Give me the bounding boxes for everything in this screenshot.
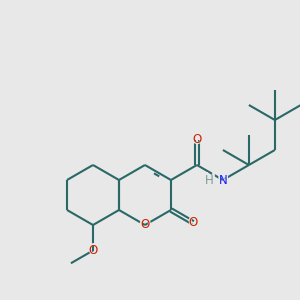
Text: H: H [203,172,215,188]
Text: O: O [88,244,98,257]
Text: H: H [205,173,214,187]
Text: N: N [217,172,229,188]
Text: O: O [188,216,198,229]
Text: O: O [140,218,150,232]
Text: O: O [87,243,99,258]
Text: N: N [218,173,227,187]
Text: O: O [187,215,199,230]
Text: O: O [139,218,151,232]
Text: O: O [191,132,203,147]
Text: O: O [192,133,202,146]
